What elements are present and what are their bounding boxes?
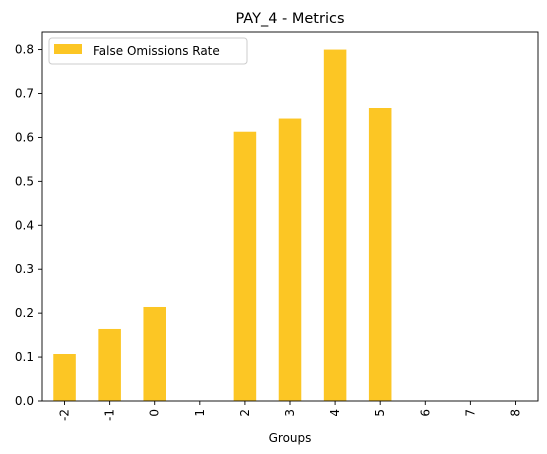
x-tick-label: 7 [463,409,477,417]
y-tick-label: 0.5 [15,174,34,188]
bar-2 [233,131,257,401]
x-tick-label: 8 [508,409,522,417]
chart-title: PAY_4 - Metrics [235,11,344,27]
y-axis: 0.0 0.1 0.2 0.3 0.4 0.5 0.6 0.7 0.8 [15,43,42,408]
bars-layer [53,49,392,401]
x-tick-label: 1 [193,409,207,417]
x-tick-label: 4 [328,409,342,417]
bar--2 [53,354,76,401]
x-tick-label: 0 [148,409,162,417]
legend-swatch [54,44,82,54]
x-tick-label: 5 [373,409,387,417]
x-axis-title: Groups [269,431,312,445]
y-tick-label: 0.6 [15,130,34,144]
plot-frame [41,31,539,402]
x-tick-label: 6 [418,409,432,417]
y-tick-label: 0.4 [15,218,34,232]
legend: False Omissions Rate [48,37,248,65]
legend-box [48,37,248,65]
y-tick-label: 0.1 [15,350,34,364]
bar-5 [368,108,392,401]
y-tick-label: 0.2 [15,306,34,320]
y-tick-label: 0.3 [15,262,34,276]
bar-0 [143,306,166,401]
legend-label: False Omissions Rate [93,44,220,58]
x-axis: -2 -1 0 1 2 3 4 5 6 7 8 [58,401,522,421]
bar-4 [323,49,347,401]
bar-3 [278,118,302,401]
y-tick-label: 0.8 [15,43,34,57]
x-tick-label: -1 [103,409,117,421]
y-tick-label: 0.0 [15,394,34,408]
x-tick-label: -2 [58,409,72,421]
bar--1 [98,328,121,401]
y-tick-label: 0.7 [15,87,34,101]
x-tick-label: 2 [238,409,252,417]
x-tick-label: 3 [283,409,297,417]
